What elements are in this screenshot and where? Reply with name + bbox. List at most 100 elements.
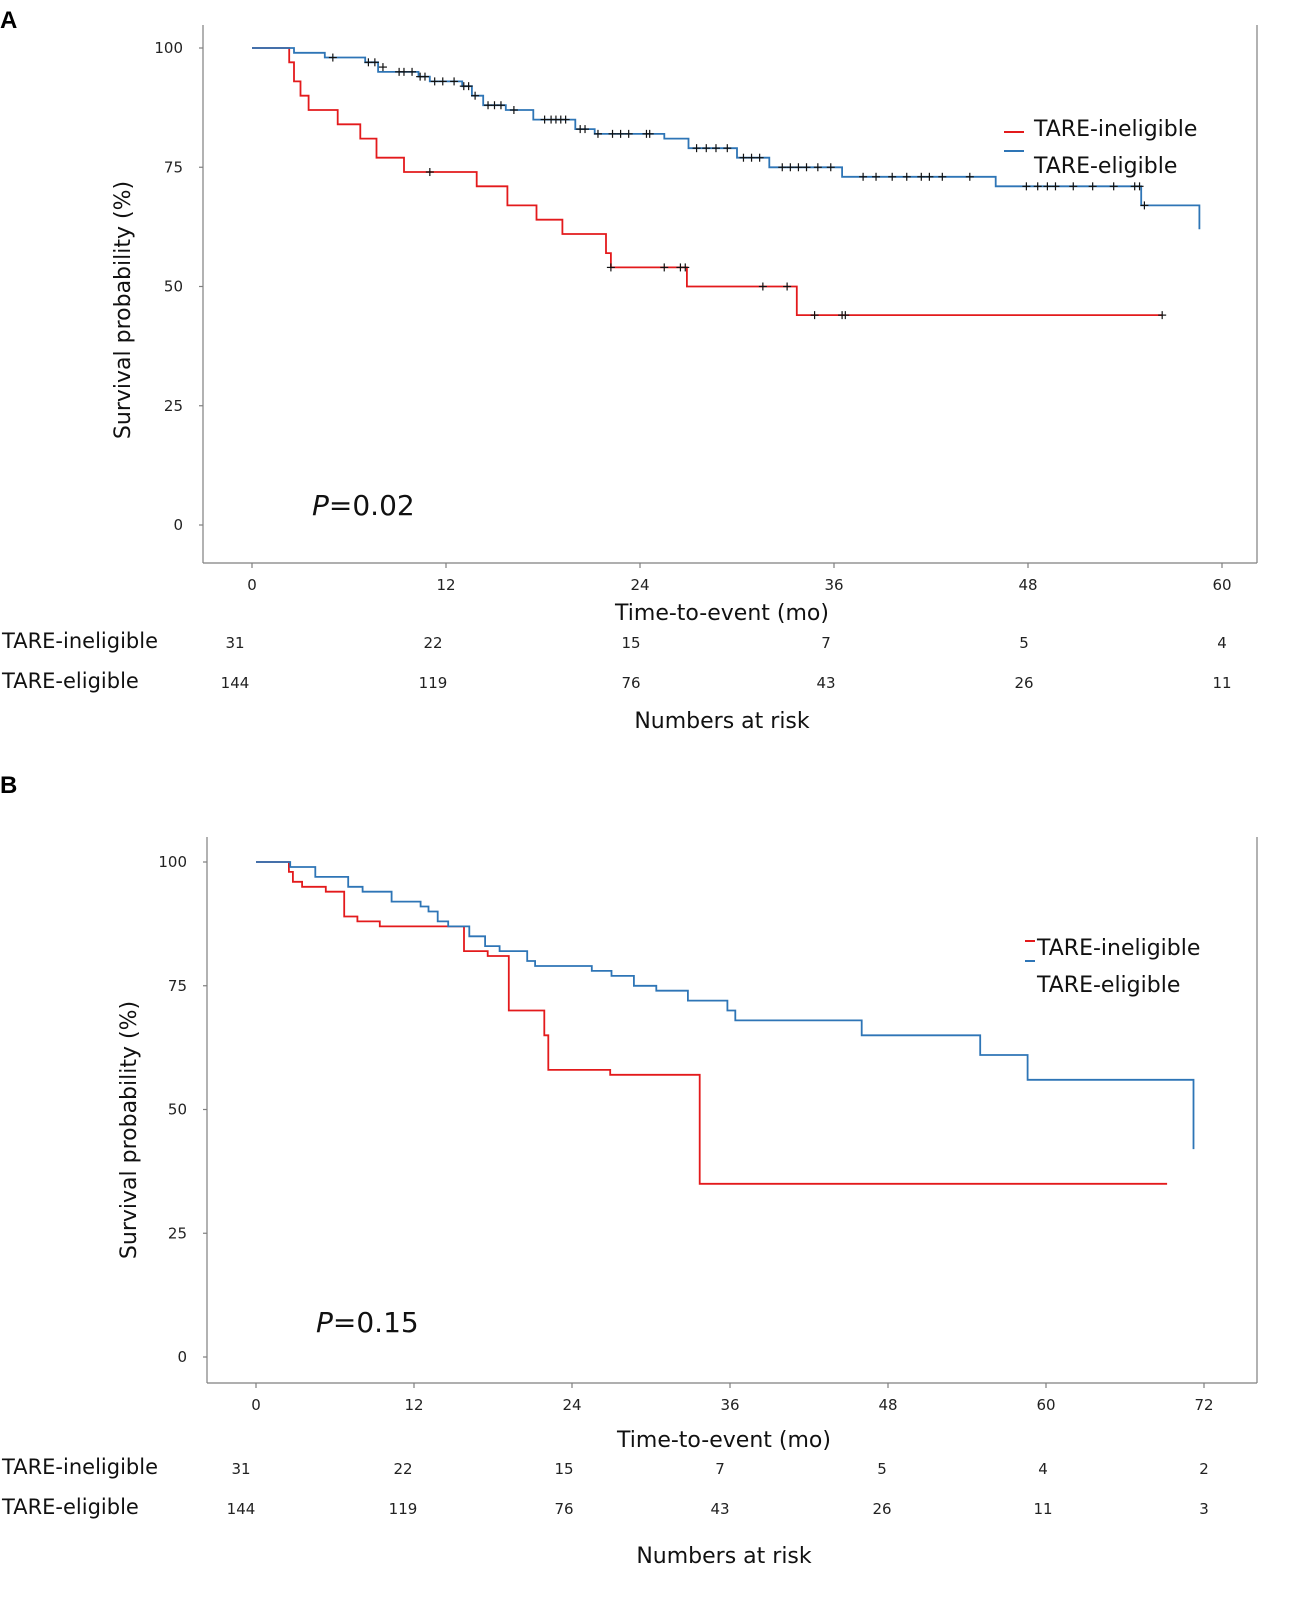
censor-mark xyxy=(965,172,974,181)
risk-value: 7 xyxy=(715,1460,725,1478)
censor-mark xyxy=(925,172,934,181)
risk-value: 31 xyxy=(225,634,244,652)
censor-mark xyxy=(794,163,803,172)
risk-value: 4 xyxy=(1038,1460,1048,1478)
x-axis-title: Time-to-event (mo) xyxy=(614,601,829,626)
y-tick-label: 100 xyxy=(154,39,183,57)
censor-mark xyxy=(608,129,617,138)
x-tick-label: 60 xyxy=(1036,1396,1055,1414)
risk-row-label: TARE-eligible xyxy=(1,1495,139,1519)
risk-value: 5 xyxy=(877,1460,887,1478)
censor-mark xyxy=(888,172,897,181)
censor-mark xyxy=(1109,182,1118,191)
censor-mark xyxy=(438,77,447,86)
y-tick-label: 75 xyxy=(168,977,187,995)
x-tick-label: 48 xyxy=(1018,576,1037,594)
censor-mark xyxy=(758,282,767,291)
risk-value: 3 xyxy=(1199,1500,1209,1518)
censor-mark xyxy=(496,101,505,110)
censor-mark xyxy=(681,263,690,272)
y-tick-label: 75 xyxy=(164,158,183,176)
x-tick-label: 24 xyxy=(562,1396,581,1414)
risk-value: 22 xyxy=(423,634,442,652)
risk-value: 15 xyxy=(554,1460,573,1478)
legend-label: TARE-ineligible xyxy=(1036,936,1200,961)
risk-value: 43 xyxy=(710,1500,729,1518)
legend: TARE-ineligible TARE-eligible xyxy=(1004,117,1197,179)
censor-mark xyxy=(1051,182,1060,191)
risk-value: 76 xyxy=(554,1500,573,1518)
risk-value: 2 xyxy=(1199,1460,1209,1478)
risk-row-label: TARE-eligible xyxy=(1,669,139,693)
censor-mark xyxy=(430,77,439,86)
censor-mark xyxy=(660,263,669,272)
censor-mark xyxy=(464,82,473,91)
risk-value: 26 xyxy=(872,1500,891,1518)
legend-label: TARE-eligible xyxy=(1033,154,1177,179)
x-tick-label: 48 xyxy=(878,1396,897,1414)
y-tick-label: 25 xyxy=(168,1224,187,1242)
censor-mark xyxy=(1022,182,1031,191)
censor-mark xyxy=(739,153,748,162)
y-tick-label: 0 xyxy=(173,516,183,534)
x-tick-label: 12 xyxy=(404,1396,423,1414)
censor-mark xyxy=(938,172,947,181)
censor-mark xyxy=(1043,182,1052,191)
censor-mark xyxy=(841,311,850,320)
censor-mark xyxy=(902,172,911,181)
censor-mark xyxy=(872,172,881,181)
p-value: P=0.15 xyxy=(316,1306,419,1339)
risk-table-title: Numbers at risk xyxy=(636,1544,812,1569)
censor-mark xyxy=(561,115,570,124)
censor-mark xyxy=(917,172,926,181)
risk-row-label: TARE-ineligible xyxy=(1,1455,158,1479)
censor-mark xyxy=(399,67,408,76)
panel-label: A xyxy=(0,7,17,34)
censor-mark xyxy=(378,63,387,72)
censor-mark xyxy=(420,72,429,81)
y-tick-label: 50 xyxy=(168,1101,187,1119)
y-axis-title: Survival probability (%) xyxy=(111,181,136,439)
risk-value: 144 xyxy=(221,674,250,692)
censor-mark xyxy=(471,91,480,100)
risk-value: 144 xyxy=(227,1500,256,1518)
censor-mark xyxy=(425,168,434,177)
risk-value: 119 xyxy=(389,1500,418,1518)
series-tare-ineligible-curve xyxy=(252,47,1163,316)
x-tick-label: 72 xyxy=(1194,1396,1213,1414)
x-axis-title: Time-to-event (mo) xyxy=(616,1428,831,1453)
y-tick-label: 100 xyxy=(158,853,187,871)
x-tick-label: 12 xyxy=(436,576,455,594)
series-tare-eligible-curve xyxy=(256,861,1195,1150)
censor-mark xyxy=(450,77,459,86)
x-tick-label: 60 xyxy=(1212,576,1231,594)
legend: TARE-ineligible TARE-eligible xyxy=(1025,936,1200,998)
censor-mark xyxy=(802,163,811,172)
censor-mark xyxy=(1158,311,1167,320)
censor-mark xyxy=(859,172,868,181)
censor-mark xyxy=(711,144,720,153)
risk-value: 5 xyxy=(1019,634,1029,652)
censor-mark xyxy=(1140,201,1149,210)
censor-mark xyxy=(593,129,602,138)
censor-mark xyxy=(783,282,792,291)
risk-value: 31 xyxy=(231,1460,250,1478)
y-tick-label: 0 xyxy=(177,1348,187,1366)
censor-mark xyxy=(692,144,701,153)
risk-row-label: TARE-ineligible xyxy=(1,629,158,653)
risk-value: 26 xyxy=(1014,674,1033,692)
censor-mark xyxy=(370,58,379,67)
risk-table-title: Numbers at risk xyxy=(634,709,810,734)
censor-mark xyxy=(1033,182,1042,191)
y-tick-label: 25 xyxy=(164,397,183,415)
censor-mark xyxy=(645,129,654,138)
censor-mark xyxy=(813,163,822,172)
censor-mark xyxy=(810,311,819,320)
risk-value: 43 xyxy=(816,674,835,692)
x-tick-label: 0 xyxy=(247,576,257,594)
censor-mark xyxy=(1135,182,1144,191)
risk-value: 15 xyxy=(621,634,640,652)
censor-mark xyxy=(826,163,835,172)
risk-value: 11 xyxy=(1033,1500,1052,1518)
